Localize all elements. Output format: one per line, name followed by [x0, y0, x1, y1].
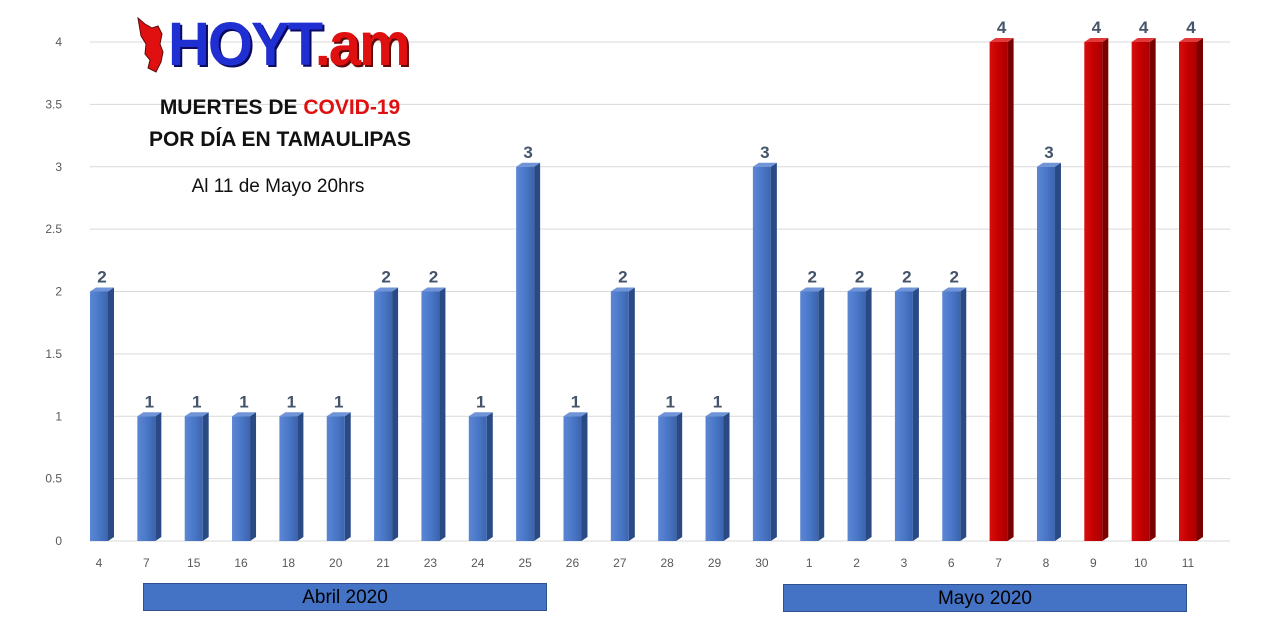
data-label: 2 — [97, 268, 106, 287]
data-label: 1 — [665, 392, 674, 411]
bar — [705, 412, 730, 541]
data-label: 2 — [381, 268, 390, 287]
data-label: 1 — [571, 392, 580, 411]
x-tick-label: 2 — [853, 556, 860, 570]
y-tick-label: 2 — [55, 285, 62, 299]
tamaulipas-map-icon — [137, 16, 164, 73]
x-tick-label: 24 — [471, 556, 485, 570]
month-label-may: Mayo 2020 — [783, 584, 1187, 612]
data-label: 1 — [476, 392, 485, 411]
month-label-april: Abril 2020 — [143, 583, 547, 611]
bar — [752, 162, 777, 541]
x-axis: 4 7 15 16 18 20 21 23 24 25 26 27 28 29 30 1 2 3 6 7 8 9 10 11 — [96, 556, 1195, 570]
y-tick-label: 3 — [55, 160, 62, 174]
y-axis: 0 0.5 1 1.5 2 2.5 3 3.5 4 — [45, 35, 62, 548]
bar — [516, 162, 541, 541]
bar — [232, 412, 257, 541]
y-tick-label: 2.5 — [45, 222, 62, 236]
data-label: 2 — [618, 268, 627, 287]
x-tick-label: 20 — [329, 556, 343, 570]
bar — [279, 412, 304, 541]
x-tick-label: 28 — [660, 556, 674, 570]
x-tick-label: 27 — [613, 556, 627, 570]
x-tick-label: 8 — [1043, 556, 1050, 570]
x-tick-label: 26 — [566, 556, 580, 570]
y-tick-label: 0 — [55, 534, 62, 548]
x-tick-label: 1 — [806, 556, 813, 570]
data-label: 2 — [807, 268, 816, 287]
title-highlight: COVID-19 — [303, 96, 401, 119]
data-label: 1 — [145, 392, 154, 411]
x-tick-label: 4 — [96, 556, 103, 570]
x-tick-label: 18 — [282, 556, 296, 570]
bar — [942, 287, 967, 541]
bar — [374, 287, 399, 541]
data-label: 4 — [997, 18, 1007, 37]
bar — [563, 412, 588, 541]
data-labels: 2 1 1 1 1 1 2 2 1 3 1 2 1 1 3 2 2 2 2 4 3 4 4 4 — [97, 18, 1196, 411]
x-tick-label: 9 — [1090, 556, 1097, 570]
bar — [610, 287, 635, 541]
bar-highlight — [1084, 38, 1109, 541]
bar-highlight — [1179, 38, 1203, 541]
bar — [184, 412, 209, 541]
x-tick-label: 7 — [143, 556, 150, 570]
y-tick-label: 1.5 — [45, 347, 62, 361]
chart-title: MUERTES DE COVID-19 POR DÍA EN TAMAULIPA… — [120, 92, 440, 156]
data-label: 2 — [902, 268, 911, 287]
data-label: 3 — [523, 143, 532, 162]
x-tick-label: 30 — [755, 556, 769, 570]
data-label: 3 — [760, 143, 769, 162]
y-tick-label: 4 — [55, 35, 62, 49]
x-tick-label: 21 — [376, 556, 390, 570]
data-label: 1 — [192, 392, 201, 411]
x-tick-label: 29 — [708, 556, 722, 570]
x-tick-label: 16 — [234, 556, 248, 570]
data-label: 2 — [950, 268, 959, 287]
title-line1-prefix: MUERTES DE — [159, 96, 304, 119]
x-tick-label: 15 — [187, 556, 201, 570]
chart-subtitle: Al 11 de Mayo 20hrs — [191, 176, 365, 197]
x-tick-label: 7 — [995, 556, 1002, 570]
data-label: 4 — [1139, 18, 1149, 37]
data-label: 4 — [1092, 18, 1102, 37]
bar — [1036, 162, 1061, 541]
data-label: 4 — [1186, 18, 1196, 37]
title-line2: POR DÍA EN TAMAULIPAS — [148, 128, 412, 151]
bar — [658, 412, 683, 541]
bar — [894, 287, 919, 541]
bar — [90, 287, 114, 541]
y-tick-label: 1 — [55, 409, 62, 423]
data-label: 1 — [334, 392, 343, 411]
x-tick-label: 23 — [424, 556, 438, 570]
bar — [326, 412, 351, 541]
y-tick-label: 0.5 — [45, 472, 62, 486]
bars — [90, 38, 1203, 541]
x-tick-label: 6 — [948, 556, 955, 570]
bar — [847, 287, 872, 541]
data-label: 1 — [239, 392, 248, 411]
logo-main-text: HOYT — [168, 10, 317, 79]
hoyt-logo: HOYT.am — [136, 10, 426, 79]
x-tick-label: 3 — [901, 556, 908, 570]
data-label: 2 — [429, 268, 438, 287]
bar — [800, 287, 825, 541]
bar — [137, 412, 162, 541]
bar-highlight — [989, 38, 1014, 541]
bar — [468, 412, 493, 541]
x-tick-label: 25 — [518, 556, 532, 570]
x-tick-label: 10 — [1134, 556, 1148, 570]
bar-highlight — [1131, 38, 1156, 541]
x-tick-label: 11 — [1182, 556, 1195, 570]
data-label: 2 — [855, 268, 864, 287]
data-label: 1 — [287, 392, 296, 411]
bar — [421, 287, 446, 541]
logo-suffix-text: .am — [314, 10, 411, 79]
data-label: 1 — [713, 392, 722, 411]
y-tick-label: 3.5 — [45, 97, 62, 111]
data-label: 3 — [1044, 143, 1053, 162]
